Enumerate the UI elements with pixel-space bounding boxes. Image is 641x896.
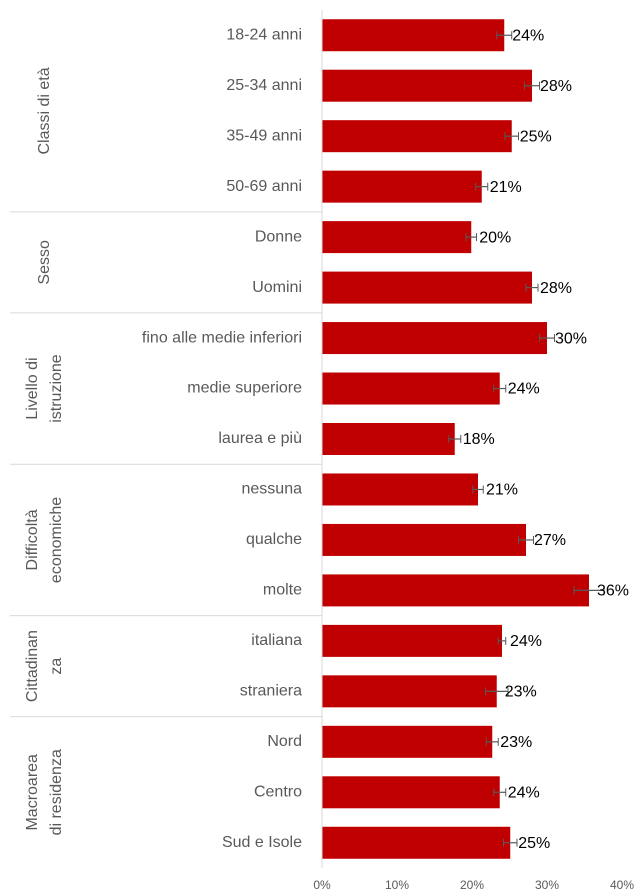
group-label: Difficoltà (24, 509, 41, 570)
value-label: 21% (490, 179, 522, 196)
x-tick-label: 30% (535, 878, 559, 892)
bar (322, 473, 478, 506)
group-label: za (48, 658, 65, 675)
group-label: Classi di età (36, 67, 53, 154)
bar (322, 523, 526, 556)
category-label: Uomini (252, 279, 302, 296)
value-label: 28% (540, 280, 572, 297)
bar (322, 675, 497, 708)
value-label: 36% (597, 583, 629, 600)
group-label: istruzione (48, 354, 65, 423)
value-label: 23% (505, 684, 537, 701)
value-label: 24% (508, 381, 540, 398)
x-tick-label: 40% (610, 878, 634, 892)
category-label: nessuna (242, 481, 303, 498)
bar (322, 826, 511, 859)
value-label: 23% (500, 734, 532, 751)
bar (322, 322, 547, 355)
value-label: 25% (518, 835, 550, 852)
category-label: molte (263, 582, 302, 599)
value-label: 28% (540, 78, 572, 95)
value-label: 24% (512, 27, 544, 44)
bar (322, 170, 482, 203)
category-label: Nord (267, 733, 302, 750)
group-label: di residenza (48, 749, 65, 835)
value-label: 24% (508, 785, 540, 802)
category-label: Centro (254, 784, 302, 801)
bar (322, 271, 532, 304)
value-label: 20% (479, 229, 511, 246)
value-label: 21% (486, 482, 518, 499)
value-label: 25% (520, 128, 552, 145)
x-tick-label: 20% (460, 878, 484, 892)
group-label: economiche (48, 497, 65, 583)
category-label: laurea e più (218, 430, 302, 447)
category-label: italiana (251, 632, 302, 649)
bar (322, 120, 512, 153)
value-label: 24% (510, 633, 542, 650)
bar (322, 776, 500, 809)
group-label: Cittadinan (24, 630, 41, 702)
category-label: fino alle medie inferiori (142, 329, 302, 346)
bar (322, 19, 505, 52)
category-label: medie superiore (187, 380, 302, 397)
category-label: 25-34 anni (226, 77, 302, 94)
group-label: Macroarea (24, 754, 41, 831)
category-label: 18-24 anni (226, 26, 302, 43)
x-tick-label: 0% (313, 878, 331, 892)
value-label: 27% (534, 532, 566, 549)
bar (322, 372, 500, 405)
category-label: 35-49 anni (226, 127, 302, 144)
bar (322, 574, 589, 607)
x-tick-label: 10% (385, 878, 409, 892)
bar (322, 725, 493, 758)
bar (322, 69, 532, 102)
bar (322, 423, 455, 455)
category-label: straniera (240, 683, 302, 700)
bar (322, 624, 502, 657)
category-label: Sud e Isole (222, 834, 302, 851)
value-label: 30% (555, 330, 587, 347)
value-label: 18% (463, 431, 495, 448)
category-label: Donne (255, 228, 302, 245)
category-label: qualche (246, 531, 302, 548)
category-label: 50-69 anni (226, 178, 302, 195)
bar (322, 221, 472, 254)
group-label: Sesso (36, 240, 53, 285)
group-label: Livello di (24, 357, 41, 419)
